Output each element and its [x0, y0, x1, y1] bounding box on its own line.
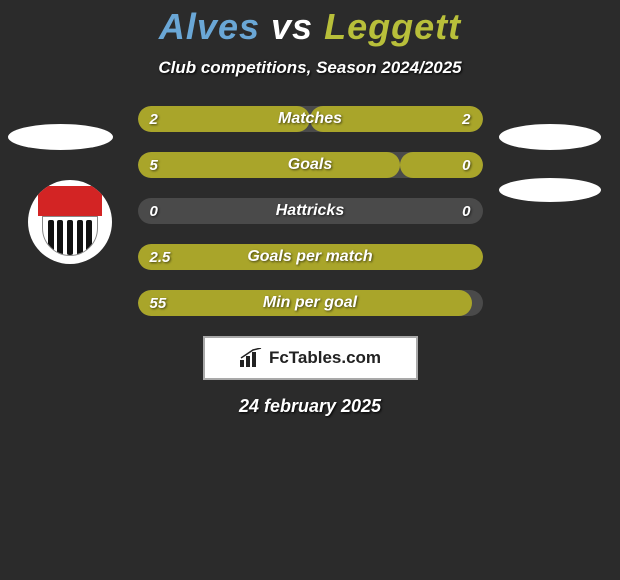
subtitle: Club competitions, Season 2024/2025 — [0, 58, 620, 78]
crest-body — [42, 216, 98, 256]
stat-value-left: 2.5 — [150, 244, 171, 270]
stat-row: Goals per match2.5 — [138, 244, 483, 270]
crest-stripe — [57, 220, 63, 255]
team1-crest-icon — [28, 180, 112, 264]
stat-label: Goals per match — [138, 244, 483, 270]
brand-text: FcTables.com — [269, 348, 381, 368]
stat-label: Hattricks — [138, 198, 483, 224]
crest-stripe — [86, 220, 92, 255]
stat-row: Hattricks0 0 — [138, 198, 483, 224]
player2-name: Leggett — [324, 6, 461, 47]
stat-value-right: 0 — [462, 198, 470, 224]
vs-separator: vs — [271, 6, 313, 47]
player1-name: Alves — [159, 6, 260, 47]
brand-box: FcTables.com — [203, 336, 418, 380]
stat-row: Matches2 2 — [138, 106, 483, 132]
team2-badge-placeholder — [499, 124, 601, 150]
page-title: Alves vs Leggett — [0, 0, 620, 48]
stat-value-left: 5 — [150, 152, 158, 178]
bar-chart-icon — [239, 348, 263, 368]
crest-stripe — [67, 220, 73, 255]
stat-label: Matches — [138, 106, 483, 132]
stat-row: Min per goal55 — [138, 290, 483, 316]
crest-top — [38, 186, 102, 216]
stat-label: Goals — [138, 152, 483, 178]
crest-stripe — [77, 220, 83, 255]
stat-value-left: 0 — [150, 198, 158, 224]
team1-badge-placeholder — [8, 124, 113, 150]
stat-value-left: 55 — [150, 290, 167, 316]
stat-label: Min per goal — [138, 290, 483, 316]
stat-value-right: 0 — [462, 152, 470, 178]
crest-stripe — [48, 220, 54, 255]
stat-value-left: 2 — [150, 106, 158, 132]
team2-badge-placeholder-2 — [499, 178, 601, 202]
stat-row: Goals5 0 — [138, 152, 483, 178]
stat-value-right: 2 — [462, 106, 470, 132]
date-label: 24 february 2025 — [0, 396, 620, 417]
